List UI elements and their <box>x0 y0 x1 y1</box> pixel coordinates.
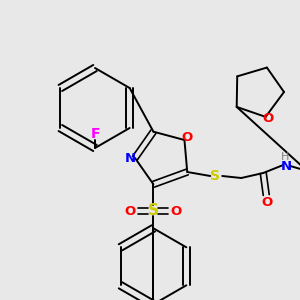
Text: F: F <box>90 127 100 141</box>
Text: O: O <box>125 205 136 218</box>
Text: N: N <box>281 160 292 172</box>
Text: N: N <box>124 152 136 166</box>
Text: H: H <box>281 152 290 162</box>
Text: S: S <box>148 203 159 218</box>
Text: O: O <box>171 205 182 218</box>
Text: S: S <box>210 169 220 183</box>
Text: O: O <box>182 130 193 143</box>
Text: O: O <box>262 112 273 125</box>
Text: O: O <box>262 196 273 209</box>
